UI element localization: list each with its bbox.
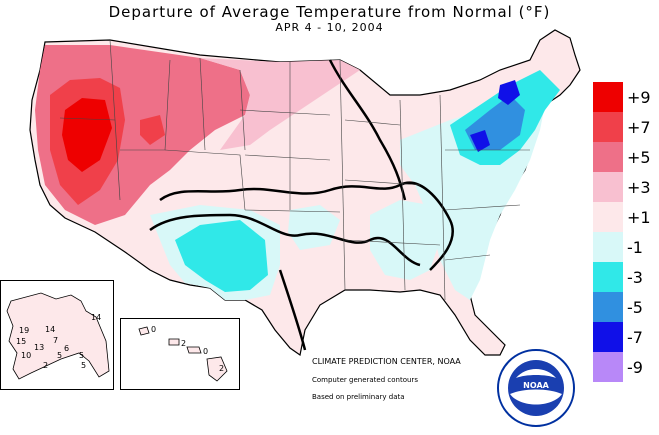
legend-item: -7	[593, 322, 653, 352]
map-title: Departure of Average Temperature from No…	[108, 3, 551, 21]
region-minus-7-pennsylvania	[470, 130, 490, 152]
zero-contour-line-2	[149, 213, 421, 267]
alaska-station-label: 15	[16, 337, 27, 346]
legend-label: -5	[627, 298, 643, 317]
legend-swatch	[593, 172, 623, 202]
legend-label: -3	[627, 268, 643, 287]
region-plus-9-nevada	[62, 98, 112, 172]
hawaii-inset: 0 2 0 2	[120, 318, 240, 390]
noaa-logo: NOAA	[496, 348, 576, 428]
region-plus-7-idaho	[140, 115, 165, 145]
zero-contour-line	[159, 181, 454, 271]
legend-swatch	[593, 82, 623, 112]
legend-swatch	[593, 112, 623, 142]
legend-swatch	[593, 232, 623, 262]
region-minus-1-midsouth	[370, 200, 440, 280]
credit-line3: Based on preliminary data	[312, 393, 405, 401]
alaska-station-label: 14	[91, 313, 102, 322]
hawaii-station-label: 0	[203, 347, 209, 356]
alaska-outline	[6, 292, 110, 380]
region-minus-3-southwest	[175, 220, 268, 292]
alaska-station-label: 5	[57, 351, 63, 360]
legend-label: +1	[627, 208, 651, 227]
legend-label: +5	[627, 148, 651, 167]
alaska-station-label: 14	[45, 325, 56, 334]
legend-item: -9	[593, 352, 653, 382]
legend-swatch	[593, 352, 623, 382]
alaska-station-label: 10	[21, 351, 32, 360]
hawaii-station-label: 2	[219, 364, 225, 373]
legend-item: +7	[593, 112, 653, 142]
region-plus-3-central-north	[200, 58, 360, 150]
legend-swatch	[593, 292, 623, 322]
credit-center: CLIMATE PREDICTION CENTER, NOAA	[312, 357, 461, 366]
hawaii-station-label: 2	[181, 339, 187, 348]
alaska-station-label: 13	[34, 343, 45, 352]
alaska-station-label: 7	[53, 336, 59, 345]
alaska-inset: 19 14 14 15 13 7 10 5 6 2 5 5	[0, 280, 114, 390]
legend-swatch	[593, 322, 623, 352]
noaa-logo-text: NOAA	[523, 381, 549, 390]
alaska-station-label: 19	[19, 326, 30, 335]
legend-swatch	[593, 142, 623, 172]
alaska-station-label: 5	[81, 361, 87, 370]
alaska-station-label: 6	[64, 344, 70, 353]
region-minus-7-northeast	[498, 80, 520, 105]
state-borders	[59, 39, 530, 301]
legend-item: -1	[593, 232, 653, 262]
legend-item: +5	[593, 142, 653, 172]
credit-line2: Computer generated contours	[312, 376, 418, 384]
legend-label: +9	[627, 88, 651, 107]
legend-swatch	[593, 202, 623, 232]
legend-item: -5	[593, 292, 653, 322]
legend-item: +3	[593, 172, 653, 202]
hawaii-outline	[138, 326, 228, 382]
region-minus-1-central	[288, 205, 340, 250]
legend-label: +7	[627, 118, 651, 137]
map-date-range: APR 4 - 10, 2004	[275, 21, 384, 34]
noaa-logo-emblem	[497, 349, 575, 427]
alaska-station-label: 2	[43, 361, 49, 370]
alaska-station-label: 5	[79, 351, 85, 360]
legend-item: -3	[593, 262, 653, 292]
zero-contour-line-3	[328, 59, 407, 201]
legend-label: +3	[627, 178, 651, 197]
legend-label: -9	[627, 358, 643, 377]
legend-item: +9	[593, 82, 653, 112]
legend-item: +1	[593, 202, 653, 232]
legend-label: -7	[627, 328, 643, 347]
legend-swatch	[593, 262, 623, 292]
zero-contour-line-4	[278, 269, 307, 351]
legend-label: -1	[627, 238, 643, 257]
legend: +9 +7 +5 +3 +1 -1 -3 -5 -7 -9	[593, 82, 653, 382]
hawaii-station-label: 0	[151, 325, 157, 334]
